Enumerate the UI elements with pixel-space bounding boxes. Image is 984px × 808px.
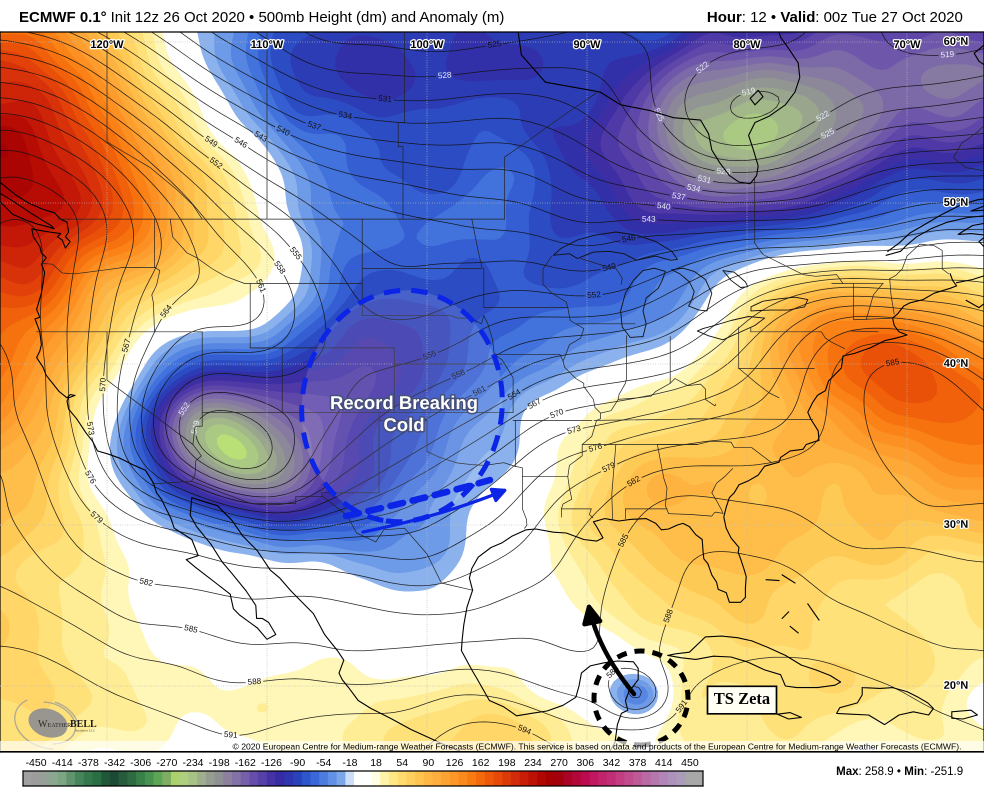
svg-text:543: 543: [642, 215, 656, 224]
svg-text:549: 549: [602, 261, 618, 273]
svg-text:234: 234: [524, 757, 542, 769]
svg-text:: -251.9: : -251.9: [924, 766, 963, 778]
svg-text:531: 531: [378, 94, 393, 104]
svg-text:528: 528: [437, 70, 452, 80]
svg-text:162: 162: [472, 757, 490, 769]
svg-text:BELL: BELL: [70, 719, 97, 730]
svg-text:W: W: [38, 719, 48, 730]
svg-text:567: 567: [120, 337, 132, 353]
svg-text:-414: -414: [52, 757, 73, 769]
svg-text:: 12 •: : 12 •: [742, 9, 776, 26]
svg-text:270: 270: [550, 757, 568, 769]
svg-text:585: 585: [885, 357, 900, 368]
svg-text:: 258.9 •: : 258.9 •: [859, 766, 901, 778]
svg-text:Hour: Hour: [707, 9, 742, 26]
svg-text:534: 534: [338, 110, 354, 122]
svg-text:-90: -90: [290, 757, 305, 769]
svg-text:573: 573: [85, 421, 96, 436]
svg-text:531: 531: [697, 174, 713, 186]
svg-text:519: 519: [940, 50, 955, 60]
svg-text:534: 534: [686, 182, 702, 194]
svg-text:-234: -234: [182, 757, 203, 769]
svg-text:570: 570: [98, 377, 107, 391]
svg-text:582: 582: [139, 576, 155, 588]
svg-text:450: 450: [681, 757, 699, 769]
svg-text:552: 552: [587, 290, 602, 300]
svg-text:© 2020 European Centre for Med: © 2020 European Centre for Medium-range …: [233, 742, 962, 752]
svg-text:198: 198: [498, 757, 516, 769]
svg-text:585: 585: [183, 623, 199, 635]
svg-text:537: 537: [671, 191, 687, 202]
svg-text:588: 588: [247, 677, 262, 687]
svg-text:-270: -270: [156, 757, 177, 769]
svg-text:-54: -54: [316, 757, 331, 769]
svg-text:Init 12z 26 Oct 2020 • 500mb H: Init 12z 26 Oct 2020 • 500mb Height (dm)…: [111, 9, 505, 26]
svg-text:Min: Min: [904, 766, 924, 778]
svg-text:-198: -198: [209, 757, 230, 769]
svg-text:342: 342: [603, 757, 621, 769]
svg-text:573: 573: [566, 424, 582, 436]
svg-text:591: 591: [224, 730, 239, 740]
svg-text:Analytics LLC: Analytics LLC: [75, 729, 96, 733]
svg-text:414: 414: [655, 757, 673, 769]
svg-text:546: 546: [621, 233, 636, 244]
svg-text:-342: -342: [104, 757, 125, 769]
svg-text:-18: -18: [342, 757, 357, 769]
svg-text:540: 540: [656, 201, 671, 212]
svg-text:126: 126: [446, 757, 464, 769]
svg-text:-126: -126: [261, 757, 282, 769]
svg-text:18: 18: [370, 757, 382, 769]
svg-text:ECMWF 0.1°: ECMWF 0.1°: [19, 9, 107, 26]
svg-text:-450: -450: [26, 757, 47, 769]
svg-text:-162: -162: [235, 757, 256, 769]
svg-text:TS Zeta: TS Zeta: [714, 689, 770, 708]
svg-text:54: 54: [396, 757, 408, 769]
svg-text:306: 306: [577, 757, 595, 769]
svg-text:EATHER: EATHER: [48, 722, 73, 729]
svg-text:: 00z Tue 27 Oct 2020: : 00z Tue 27 Oct 2020: [815, 9, 963, 26]
svg-text:Valid: Valid: [780, 9, 815, 26]
svg-text:519: 519: [741, 86, 757, 98]
svg-text:-306: -306: [130, 757, 151, 769]
svg-text:525: 525: [487, 39, 502, 50]
svg-text:537: 537: [306, 119, 322, 132]
svg-text:528: 528: [716, 166, 731, 176]
svg-text:90: 90: [423, 757, 435, 769]
svg-text:Max: Max: [836, 766, 859, 778]
svg-text:-378: -378: [78, 757, 99, 769]
svg-text:378: 378: [629, 757, 647, 769]
